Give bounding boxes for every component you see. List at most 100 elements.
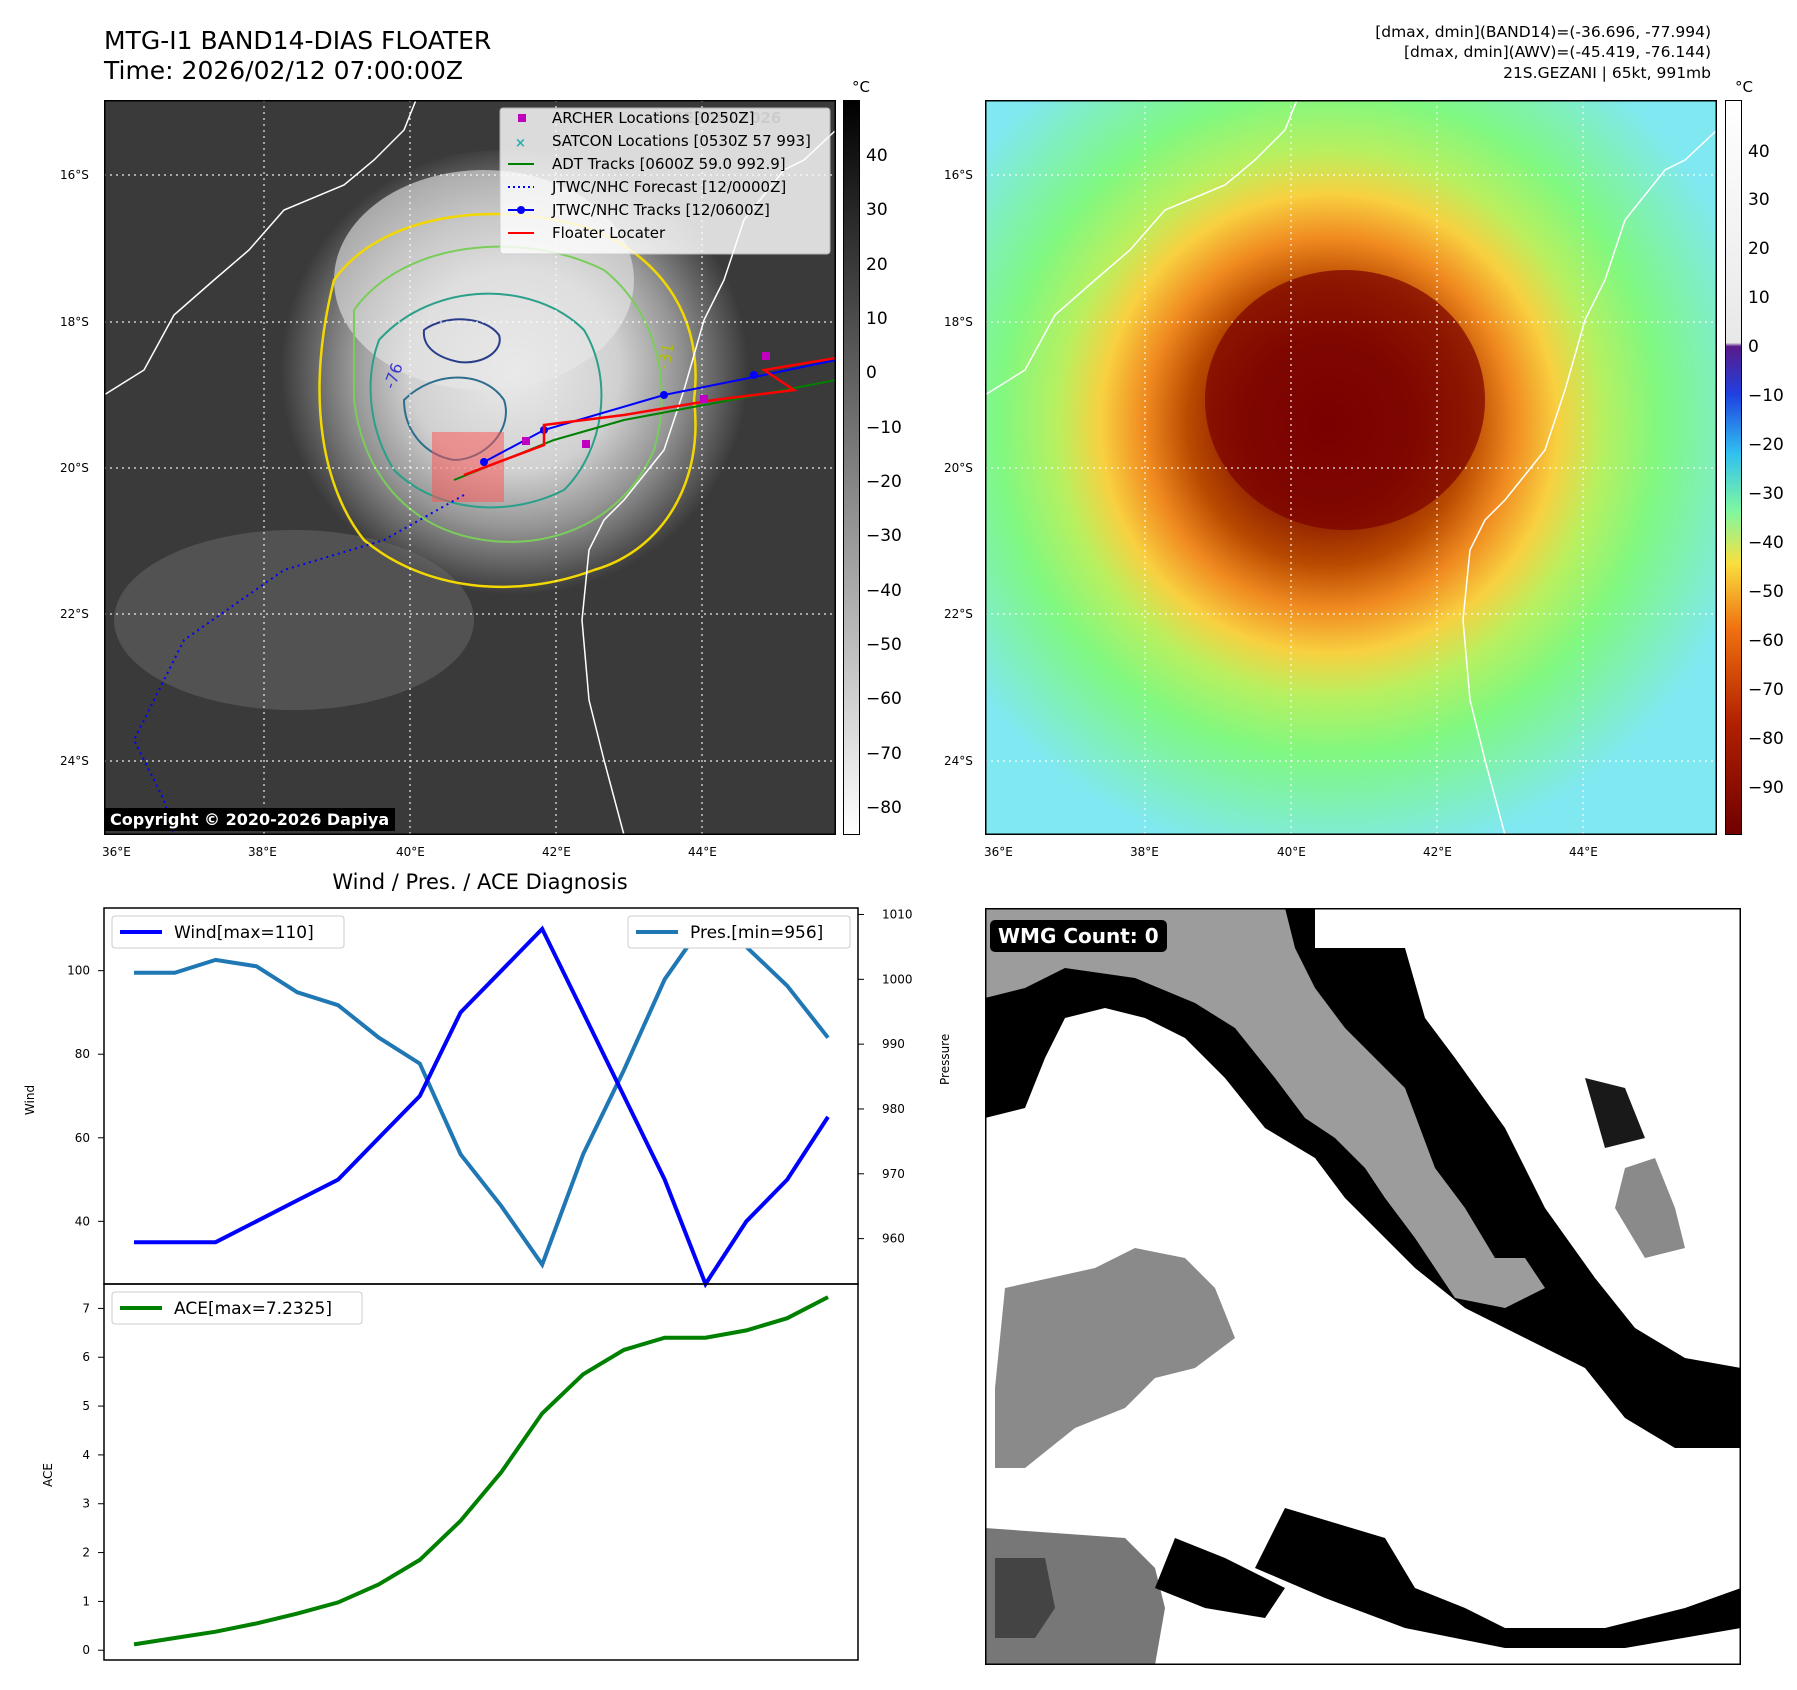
legend-satcon: SATCON Locations [0530Z 57 993] <box>552 132 811 150</box>
legend-forecast: JTWC/NHC Forecast [12/0000Z] <box>551 178 786 196</box>
legend-floater: Floater Locater <box>552 224 666 242</box>
cbar-left-tick-40: 40 <box>866 146 888 166</box>
wind-legend <box>111 915 345 949</box>
wind-tick-label: 80 <box>75 1047 90 1061</box>
wind-pressure-frame <box>103 907 859 1285</box>
cbar-right-tick-20: 20 <box>1748 239 1770 259</box>
pressure-tick-label: 1010 <box>882 907 913 921</box>
lat-label-24s: 24°S <box>60 754 89 768</box>
ace-tick-label: 7 <box>82 1301 90 1315</box>
colorbar-unit-right: °C <box>1735 78 1753 96</box>
lon-label-42e-right: 42°E <box>1423 845 1452 859</box>
pressure-tick-label: 980 <box>882 1102 905 1116</box>
cbar-left-tick-20: 20 <box>866 255 888 275</box>
cbar-left-tick-0: 0 <box>866 363 877 383</box>
dmax-awv: [dmax, dmin](AWV)=(-45.419, -76.144) <box>1404 43 1711 61</box>
lon-label-42e: 42°E <box>542 845 571 859</box>
cbar-right-tick-30: 30 <box>1748 190 1770 210</box>
cbar-right-tick-m90: −90 <box>1748 778 1784 798</box>
contour-label-31: -31 <box>654 342 677 371</box>
lat-label-16s-right: 16°S <box>944 168 973 182</box>
lat-label-22s-right: 22°S <box>944 607 973 621</box>
cbar-left-tick-m30: −30 <box>866 526 902 546</box>
lat-label-20s: 20°S <box>60 461 89 475</box>
awv-map <box>985 100 1717 835</box>
cbar-left-tick-30: 30 <box>866 200 888 220</box>
legend-adt: ADT Tracks [0600Z 59.0 992.9] <box>552 155 786 173</box>
ace-tick-label: 0 <box>82 1643 90 1657</box>
cbar-right-tick-m70: −70 <box>1748 680 1784 700</box>
wind-tick-label: 100 <box>67 964 90 978</box>
cbar-right-tick-40: 40 <box>1748 142 1770 162</box>
svg-text:×: × <box>515 136 526 151</box>
ace-tick-label: 5 <box>82 1399 90 1413</box>
legend-watermark: © GEZANI 2026 <box>651 109 781 127</box>
lon-label-44e: 44°E <box>688 845 717 859</box>
wmg-count-badge: WMG Count: 0 <box>990 920 1167 952</box>
cbar-right-tick-m80: −80 <box>1748 729 1784 749</box>
pressure-tick-label: 960 <box>882 1232 905 1246</box>
wmg-panel <box>985 908 1741 1665</box>
lon-label-40e-right: 40°E <box>1277 845 1306 859</box>
lon-label-38e-right: 38°E <box>1130 845 1159 859</box>
pressure-tick-label: 970 <box>882 1167 905 1181</box>
cbar-left-tick-m50: −50 <box>866 635 902 655</box>
cbar-right-tick-m60: −60 <box>1748 631 1784 651</box>
band14-colorbar <box>843 100 860 835</box>
lon-label-44e-right: 44°E <box>1569 845 1598 859</box>
cbar-right-tick-m30: −30 <box>1748 484 1784 504</box>
cbar-right-tick-0: 0 <box>1748 337 1759 357</box>
cbar-left-tick-m40: −40 <box>866 581 902 601</box>
pressure-series-line <box>134 918 830 1269</box>
ace-legend <box>111 1291 363 1325</box>
cbar-right-tick-m50: −50 <box>1748 582 1784 602</box>
ace-legend-label: ACE[max=7.2325] <box>174 1299 332 1319</box>
pressure-legend-label: Pres.[min=956] <box>690 923 823 943</box>
ace-tick-label: 2 <box>82 1546 90 1560</box>
cbar-left-tick-m70: −70 <box>866 744 902 764</box>
pressure-tick-label: 990 <box>882 1037 905 1051</box>
lat-label-22s: 22°S <box>60 607 89 621</box>
legend-jtwc-tracks: JTWC/NHC Tracks [12/0600Z] <box>551 201 770 219</box>
pressure-axis-label-text: Pressure <box>938 1033 952 1085</box>
diagnosis-title: Wind / Pres. / ACE Diagnosis <box>332 870 627 894</box>
colorbar-unit-left: °C <box>852 78 870 96</box>
cbar-right-tick-m20: −20 <box>1748 435 1784 455</box>
lat-label-16s: 16°S <box>60 168 89 182</box>
cbar-right-tick-m10: −10 <box>1748 386 1784 406</box>
map-legend: © GEZANI 2026 ARCHER Locations [0250Z] ×… <box>499 107 831 255</box>
pressure-tick-label: 1000 <box>882 972 913 986</box>
ace-series-line <box>133 1295 829 1647</box>
lon-label-40e: 40°E <box>396 845 425 859</box>
cbar-left-tick-m60: −60 <box>866 689 902 709</box>
copyright-label: Copyright © 2020-2026 Dapiya <box>104 808 396 831</box>
cbar-left-tick-m10: −10 <box>866 418 902 438</box>
cbar-left-tick-m80: −80 <box>866 798 902 818</box>
lat-label-24s-right: 24°S <box>944 754 973 768</box>
ace-tick-label: 6 <box>82 1350 90 1364</box>
figure-title: MTG-I1 BAND14-DIAS FLOATER <box>104 26 492 55</box>
ace-tick-label: 3 <box>82 1497 90 1511</box>
legend-archer: ARCHER Locations [0250Z] <box>552 109 755 127</box>
dmax-band14: [dmax, dmin](BAND14)=(-36.696, -77.994) <box>1375 23 1711 41</box>
figure-time: Time: 2026/02/12 07:00:00Z <box>104 56 463 85</box>
pressure-legend <box>627 915 851 949</box>
wind-tick-label: 60 <box>75 1131 90 1145</box>
cbar-right-tick-m40: −40 <box>1748 533 1784 553</box>
lat-label-20s-right: 20°S <box>944 461 973 475</box>
cbar-left-tick-10: 10 <box>866 309 888 329</box>
wind-series-line <box>134 925 830 1289</box>
wind-legend-label: Wind[max=110] <box>174 923 314 943</box>
ace-tick-label: 4 <box>82 1448 90 1462</box>
lat-label-18s: 18°S <box>60 315 89 329</box>
ace-frame <box>103 1283 859 1661</box>
lat-label-18s-right: 18°S <box>944 315 973 329</box>
awv-colorbar <box>1725 100 1742 835</box>
cbar-right-tick-10: 10 <box>1748 288 1770 308</box>
wind-tick-label: 40 <box>75 1214 90 1228</box>
lon-label-38e: 38°E <box>248 845 277 859</box>
lon-label-36e-right: 36°E <box>984 845 1013 859</box>
lon-label-36e: 36°E <box>102 845 131 859</box>
ace-axis-label: ACE <box>41 1463 55 1487</box>
ace-tick-label: 1 <box>82 1594 90 1608</box>
